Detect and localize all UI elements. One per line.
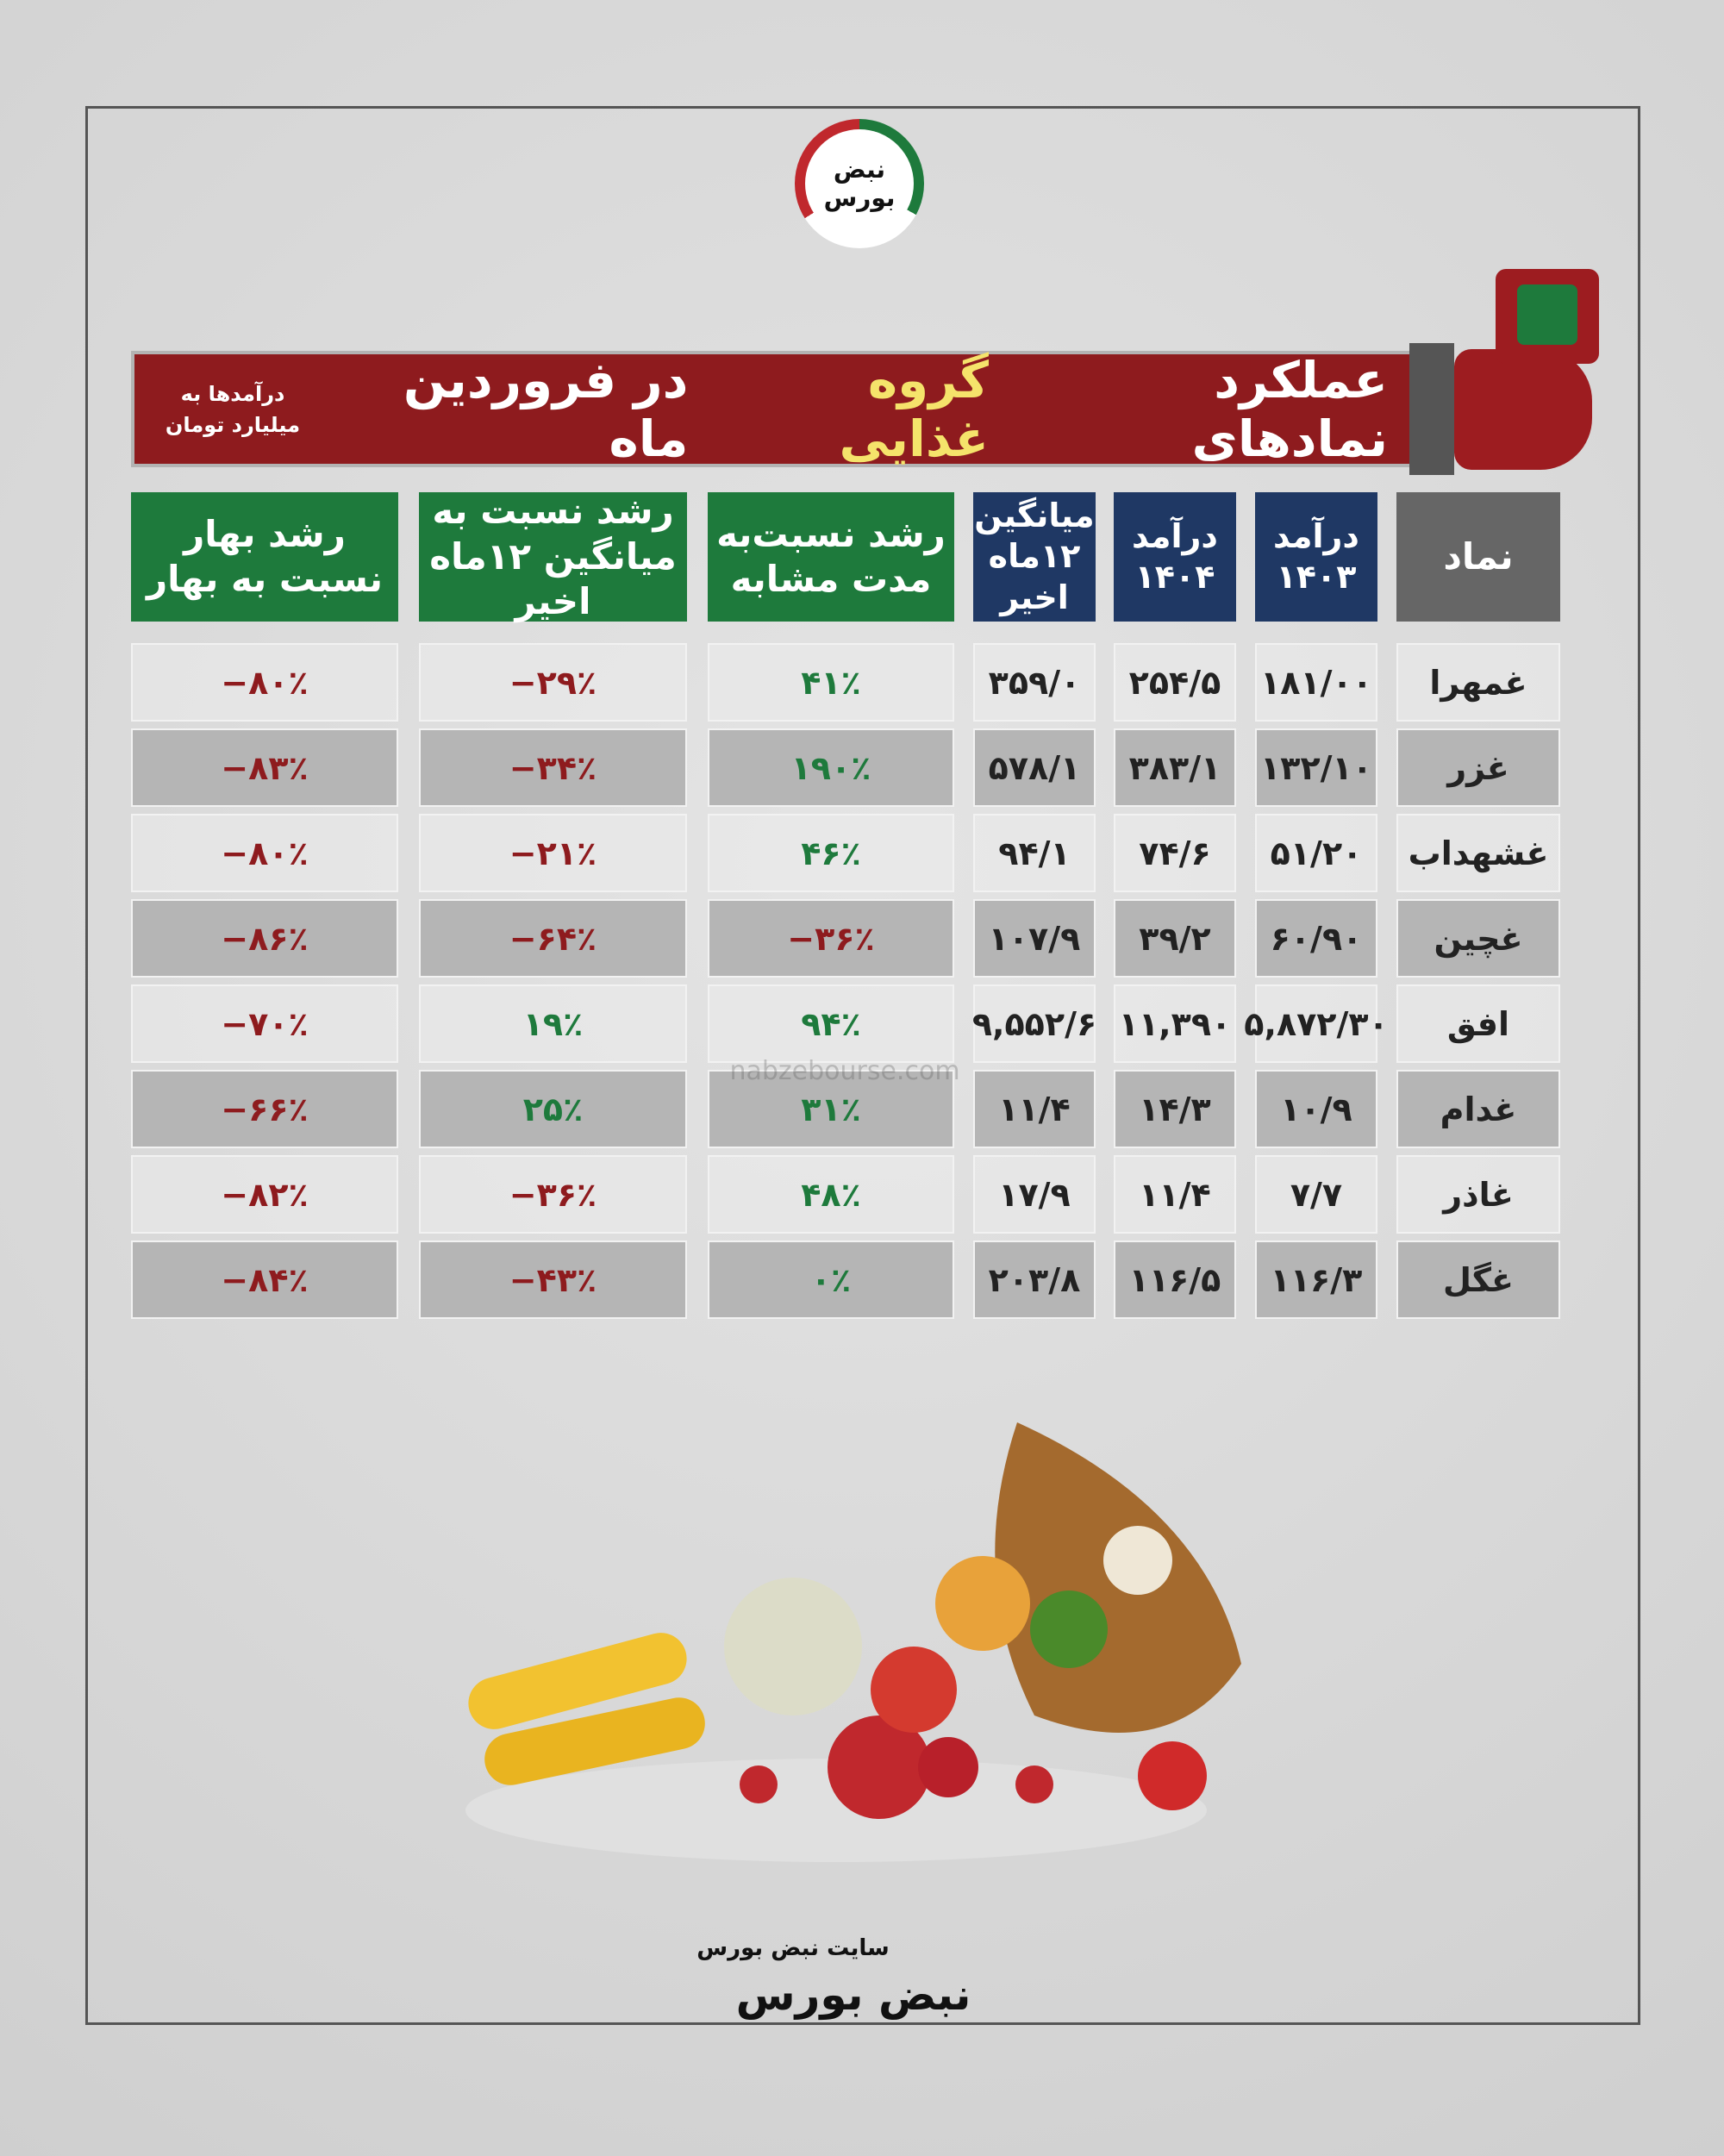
title-part: در فروردین ماه [403,351,689,468]
apple [935,1556,1030,1651]
value-cell: ۱۱/۴ [973,1070,1096,1148]
value-cell: ۱۰۷/۹ [973,899,1096,978]
column-header: رشد بهار نسبت به بهار [131,492,398,622]
value-cell: ۴۱٪ [708,643,954,722]
value-cell: ۳۸۳/۱ [1114,728,1236,807]
value-cell: −۳۶٪ [419,1155,687,1234]
value-cell: ۱۸۱/۰۰ [1255,643,1377,722]
symbol-cell: غزر [1396,728,1560,807]
corn [484,1697,705,1785]
value-cell: ۲۰۳/۸ [973,1240,1096,1319]
value-cell: ۵,۸۷۲/۳۰ [1244,984,1389,1063]
tomato [918,1737,978,1797]
symbol-cell: غشهداب [1396,814,1560,892]
value-cell: −۷۰٪ [131,984,398,1063]
value-cell: ۳۵۹/۰ [973,643,1096,722]
title-banner [131,351,1416,467]
value-cell: −۸۲٪ [131,1155,398,1234]
value-cell: ۱۳۲/۱۰ [1255,728,1377,807]
value-cell: −۳۶٪ [708,899,954,978]
symbol-cell: غدام [1396,1070,1560,1148]
tomato [871,1647,957,1733]
value-cell: ۹۴/۱ [973,814,1096,892]
value-cell: ۷۴/۶ [1114,814,1236,892]
value-cell: −۸۰٪ [131,643,398,722]
value-cell: ۹۴٪ [708,984,954,1063]
column-header: رشد نسبت‌به مدت مشابه [708,492,954,622]
logo-text: نبض بورس [805,129,914,238]
value-cell: ۵۱/۲۰ [1255,814,1377,892]
cherry-tomato [740,1765,778,1803]
value-cell: ۱۰/۹ [1255,1070,1377,1148]
value-cell: −۳۴٪ [419,728,687,807]
value-cell: −۸۰٪ [131,814,398,892]
column-header: نماد [1396,492,1560,622]
corn [468,1633,687,1729]
value-cell: ۱۷/۹ [973,1155,1096,1234]
fist [1454,349,1592,470]
produce-illustration [465,1422,1241,1862]
value-cell: ۳۱٪ [708,1070,954,1148]
symbol-cell: غمهرا [1396,643,1560,722]
value-cell: ۹,۵۵۲/۶ [972,984,1096,1063]
column-header: درآمد ۱۴۰۴ [1114,492,1236,622]
cherry-tomato [1015,1765,1053,1803]
symbol-cell: افق [1396,984,1560,1063]
value-cell: ۱۹۰٪ [708,728,954,807]
value-cell: ۲۵۴/۵ [1114,643,1236,722]
value-cell: −۸۳٪ [131,728,398,807]
value-cell: ۱۱/۴ [1114,1155,1236,1234]
title-highlight: گروه غذایی [839,351,990,468]
value-cell: −۶۶٪ [131,1070,398,1148]
symbol-cell: غاذر [1396,1155,1560,1234]
footer-brand: نبض بورس [735,1970,971,2020]
frame [85,106,1640,2025]
value-cell: ۰٪ [708,1240,954,1319]
value-cell: ۳۹/۲ [1114,899,1236,978]
cauliflower [724,1578,862,1715]
value-cell: ۱۹٪ [419,984,687,1063]
symbol-cell: غگل [1396,1240,1560,1319]
symbol-cell: غچین [1396,899,1560,978]
tomato [828,1715,931,1819]
value-cell: ۴۶٪ [708,814,954,892]
value-cell: −۶۴٪ [419,899,687,978]
broccoli [1030,1590,1108,1668]
value-cell: −۸۶٪ [131,899,398,978]
value-cell: ۶۰/۹۰ [1255,899,1377,978]
watermark: nabzebourse.com [729,1056,960,1086]
value-cell: ۴۸٪ [708,1155,954,1234]
column-header: میانگین ۱۲ماه اخیر [973,492,1096,622]
column-header: درآمد ۱۴۰۳ [1255,492,1377,622]
unit-note: درآمدها به میلیارد تومان [165,382,301,437]
fist-badge [1517,284,1577,345]
mushroom [1103,1526,1172,1595]
column-header: رشد نسبت به میانگین ۱۲ماه اخیر [419,490,687,622]
value-cell: ۱۱,۳۹۰ [1114,984,1236,1063]
title-part: عملکرد نمادهای [1191,351,1389,468]
value-cell: ۱۴/۳ [1114,1070,1236,1148]
value-cell: −۲۱٪ [419,814,687,892]
value-cell: −۲۹٪ [419,643,687,722]
footer-site: سایت نبض بورس [696,1935,890,1961]
value-cell: −۴۳٪ [419,1240,687,1319]
title: عملکرد نمادهای گروه غذایی در فروردین ماه [310,351,1388,468]
value-cell: ۱۱۶/۳ [1255,1240,1377,1319]
cuff [1409,343,1454,475]
value-cell: −۸۴٪ [131,1240,398,1319]
value-cell: ۱۱۶/۵ [1114,1240,1236,1319]
value-cell: ۲۵٪ [419,1070,687,1148]
pepper [1138,1741,1207,1810]
value-cell: ۷/۷ [1255,1155,1377,1234]
value-cell: ۵۷۸/۱ [973,728,1096,807]
